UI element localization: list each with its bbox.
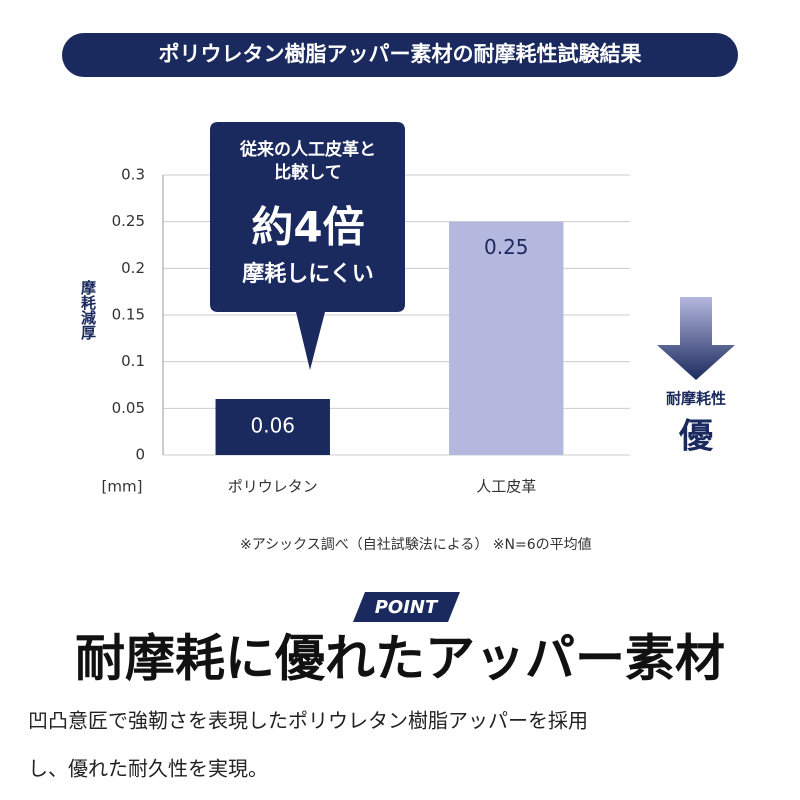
value-label: 0.06 xyxy=(250,414,295,438)
y-tick-label: 0.2 xyxy=(121,259,145,277)
badge-shape xyxy=(353,592,460,622)
y-tick-label: 0.15 xyxy=(112,306,145,324)
value-label: 0.25 xyxy=(484,235,529,259)
body-text: し、優れた耐久性を実現。 xyxy=(28,757,268,781)
badge: POINT xyxy=(375,597,439,618)
unit-label: [mm] xyxy=(102,478,143,496)
callout-text: 摩耗しにくい xyxy=(242,261,374,287)
headline: 耐摩耗に優れたアッパー素材 xyxy=(75,630,725,688)
y-tick-label: 0 xyxy=(135,446,145,464)
note: ※アシックス調べ（自社試験法による） ※N=6の平均値 xyxy=(240,537,592,553)
arrow xyxy=(657,297,735,380)
body-text: 凹凸意匠で強靭さを表現したポリウレタン樹脂アッパーを採用 xyxy=(28,709,588,733)
bar xyxy=(215,399,330,455)
y-tick-label: 0.1 xyxy=(121,352,145,370)
y-tick-label: 0.05 xyxy=(112,399,145,417)
callout-emphasis: 約4倍 xyxy=(251,203,364,252)
title-banner xyxy=(62,33,738,77)
callout-box xyxy=(210,122,405,370)
callout-text: 従来の人工皮革と xyxy=(239,139,376,160)
y-tick-label: 0.25 xyxy=(112,212,145,230)
plot: 0 0.05 0.1 0.15 0.2 0.25 0.3 ポリウレタン 0.06 人工皮革 0.25 xyxy=(112,166,630,496)
x-tick-label: 人工皮革 xyxy=(476,478,536,496)
arrow-grade: 優 xyxy=(678,417,714,457)
arrow-label: 耐摩耗性 xyxy=(666,390,726,408)
chart-title: ポリウレタン樹脂アッパー素材の耐摩耗性試験結果 xyxy=(159,42,642,66)
callout-text: 比較して xyxy=(274,162,342,183)
y-tick-label: 0.3 xyxy=(121,166,145,184)
y-axis-label: 摩耗減厚 xyxy=(79,279,97,341)
x-tick-label: ポリウレタン xyxy=(228,478,318,496)
bar xyxy=(449,221,564,455)
